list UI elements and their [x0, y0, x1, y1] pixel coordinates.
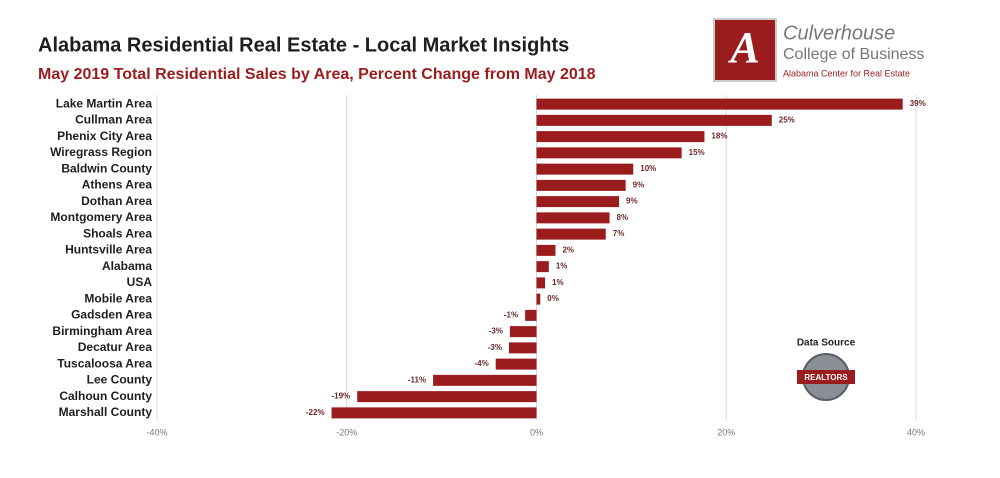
- bar: [536, 163, 634, 175]
- logo-school: College of Business: [783, 46, 924, 63]
- value-label: 15%: [689, 148, 705, 157]
- bar: [536, 244, 556, 256]
- y-tick-label: Cullman Area: [75, 113, 152, 127]
- x-tick-label: 20%: [717, 427, 735, 437]
- y-tick-label: Lee County: [87, 373, 153, 387]
- value-label: 18%: [711, 132, 727, 141]
- value-label: -3%: [488, 343, 502, 352]
- y-tick-label: Lake Martin Area: [56, 96, 153, 110]
- value-label: 10%: [640, 164, 656, 173]
- y-tick-label: Montgomery Area: [50, 210, 152, 224]
- data-source-badge-text: REALTORS: [804, 373, 848, 382]
- bar: [536, 261, 549, 273]
- value-label: 9%: [626, 197, 638, 206]
- x-tick-label: 40%: [907, 427, 925, 437]
- y-tick-label: Phenix City Area: [57, 129, 152, 143]
- y-tick-label: Calhoun County: [59, 389, 152, 403]
- value-label: 2%: [562, 245, 574, 254]
- value-label: -22%: [306, 408, 325, 417]
- y-tick-label: Baldwin County: [61, 161, 152, 175]
- y-tick-label: USA: [127, 275, 153, 289]
- x-tick-label: -40%: [146, 427, 167, 437]
- data-source-ribbon: [797, 370, 855, 384]
- y-tick-label: Gadsden Area: [71, 308, 152, 322]
- bar: [536, 98, 903, 110]
- value-label: 1%: [552, 278, 564, 287]
- data-source-label: Data Source: [797, 338, 856, 349]
- value-label: 7%: [613, 229, 625, 238]
- y-tick-label: Mobile Area: [84, 291, 152, 305]
- y-tick-label: Marshall County: [59, 405, 153, 419]
- bar: [536, 293, 541, 305]
- value-label: -3%: [489, 327, 503, 336]
- bar: [536, 147, 682, 159]
- value-label: 8%: [617, 213, 629, 222]
- bar: [536, 277, 546, 289]
- logo-mark: A: [727, 23, 759, 72]
- value-label: 39%: [910, 99, 926, 108]
- bar: [525, 309, 537, 321]
- value-label: -19%: [331, 392, 350, 401]
- bar: [508, 342, 537, 354]
- y-tick-label: Huntsville Area: [65, 243, 152, 257]
- value-label: -11%: [408, 375, 426, 384]
- chart-subtitle: May 2019 Total Residential Sales by Area…: [38, 66, 596, 83]
- value-label: -4%: [474, 359, 488, 368]
- logo-center: Alabama Center for Real Estate: [783, 68, 910, 78]
- chart-title: Alabama Residential Real Estate - Local …: [38, 34, 569, 56]
- value-label: 9%: [633, 180, 645, 189]
- y-tick-label: Shoals Area: [83, 226, 152, 240]
- y-tick-label: Tuscaloosa Area: [57, 356, 152, 370]
- value-label: 25%: [779, 115, 795, 124]
- bar: [495, 358, 537, 370]
- y-tick-label: Wiregrass Region: [50, 145, 152, 159]
- value-label: -1%: [504, 310, 518, 319]
- bar: [536, 196, 620, 208]
- bar: [536, 228, 606, 240]
- logo-box: [713, 18, 777, 82]
- bar: [433, 374, 537, 386]
- y-tick-label: Alabama: [102, 259, 152, 273]
- bar: [536, 131, 705, 143]
- y-tick-label: Birmingham Area: [52, 324, 152, 338]
- bar: [357, 391, 537, 403]
- x-tick-label: -20%: [336, 427, 357, 437]
- bar: [536, 114, 772, 126]
- y-tick-label: Dothan Area: [81, 194, 152, 208]
- logo-name: Culverhouse: [783, 22, 895, 44]
- bar: [536, 212, 610, 224]
- x-tick-label: 0%: [530, 427, 543, 437]
- bar: [536, 179, 626, 191]
- y-tick-label: Decatur Area: [78, 340, 153, 354]
- bar: [509, 326, 537, 338]
- bar: [331, 407, 537, 419]
- y-tick-label: Athens Area: [82, 178, 153, 192]
- value-label: 0%: [547, 294, 559, 303]
- value-label: 1%: [556, 262, 568, 271]
